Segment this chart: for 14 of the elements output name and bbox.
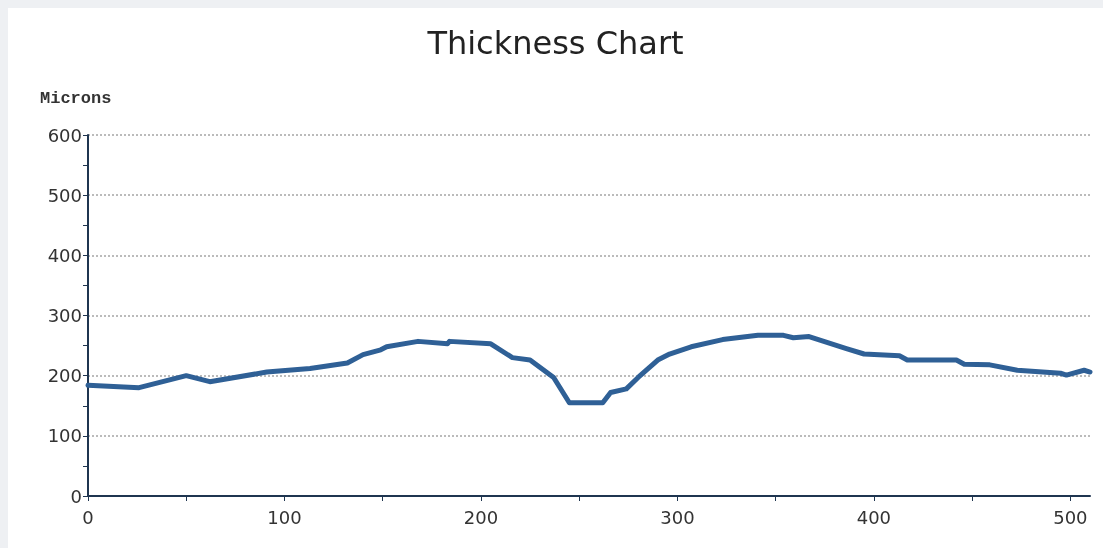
y-tick-label: 500 — [47, 184, 82, 206]
y-tick-label: 600 — [47, 124, 82, 146]
y-axis-title: Microns — [40, 89, 112, 108]
x-tick-label: 200 — [463, 506, 499, 528]
x-tick-label: 100 — [267, 506, 302, 528]
x-tick-label: 500 — [1053, 506, 1088, 528]
y-tick-label: 400 — [47, 244, 82, 266]
y-tick-label: 300 — [47, 305, 82, 326]
y-tick-label: 0 — [70, 485, 82, 507]
y-tick-label: 100 — [47, 425, 82, 447]
chart-title: Thickness Chart — [426, 24, 684, 62]
x-tick-label: 400 — [856, 506, 892, 528]
x-tick-label: 300 — [660, 506, 695, 528]
y-tick-label: 200 — [47, 365, 82, 387]
